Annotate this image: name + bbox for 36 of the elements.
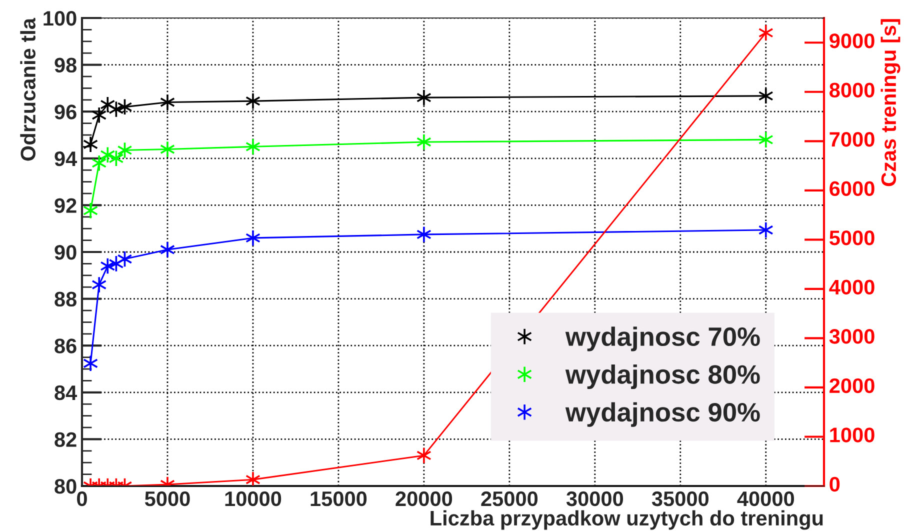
x-tick-label: 35000: [652, 491, 708, 506]
y2-tick-label: 3000: [829, 329, 874, 344]
y-tick-label: 90: [54, 245, 76, 260]
x-axis-title: Liczba przypadkow uzytych do treningu: [430, 510, 823, 530]
y-tick-label: 94: [54, 151, 78, 166]
x-tick-label: 25000: [481, 491, 538, 506]
x-tick-label: 40000: [737, 491, 794, 506]
y-tick-label: 84: [54, 385, 78, 400]
y-tick-label: 100: [44, 11, 76, 26]
y-tick-label: 86: [54, 338, 76, 354]
y2-tick-label: 9000: [830, 33, 874, 48]
y-tick-label: 80: [54, 479, 76, 494]
y2-tick-label: 0: [830, 476, 840, 492]
y-axis-title: Odrzucanie tla: [20, 18, 36, 161]
x-tick-label: 15000: [310, 491, 367, 506]
x-tick-label: 5000: [144, 491, 190, 506]
y2-tick-label: 2000: [830, 378, 874, 394]
y2-tick-label: 6000: [830, 181, 874, 196]
y2-axis-title: Czas treningu [s]: [880, 19, 900, 186]
y-tick-label: 92: [54, 198, 76, 213]
x-tick-label: 10000: [225, 491, 282, 506]
x-tick-label: 30000: [566, 491, 624, 506]
legend-label: wydajnosc 80%: [565, 364, 760, 390]
y-tick-label: 82: [54, 432, 76, 447]
y2-tick-label: 7000: [830, 132, 874, 147]
x-tick-label: 20000: [396, 491, 452, 506]
y2-tick-label: 4000: [829, 280, 874, 295]
y-tick-label: 96: [54, 104, 76, 120]
y2-tick-label: 5000: [830, 230, 874, 246]
legend-label: wydajnosc 90%: [565, 402, 760, 427]
legend-label: wydajnosc 70%: [565, 326, 760, 352]
x-tick-label: 0: [77, 491, 87, 506]
y-tick-label: 88: [54, 292, 76, 307]
y2-tick-label: 1000: [830, 428, 874, 442]
y-tick-label: 98: [54, 58, 76, 73]
y2-tick-label: 8000: [830, 82, 874, 98]
